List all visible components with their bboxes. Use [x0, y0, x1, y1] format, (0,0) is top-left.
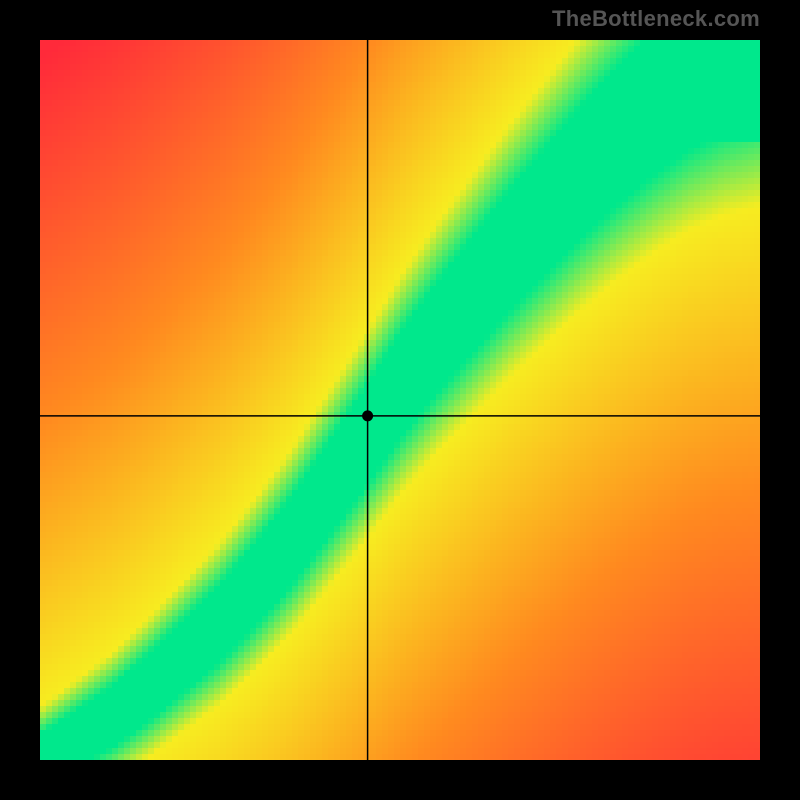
- chart-frame: TheBottleneck.com: [0, 0, 800, 800]
- heatmap-plot: [40, 40, 760, 760]
- heatmap-canvas: [40, 40, 760, 760]
- watermark-text: TheBottleneck.com: [552, 6, 760, 32]
